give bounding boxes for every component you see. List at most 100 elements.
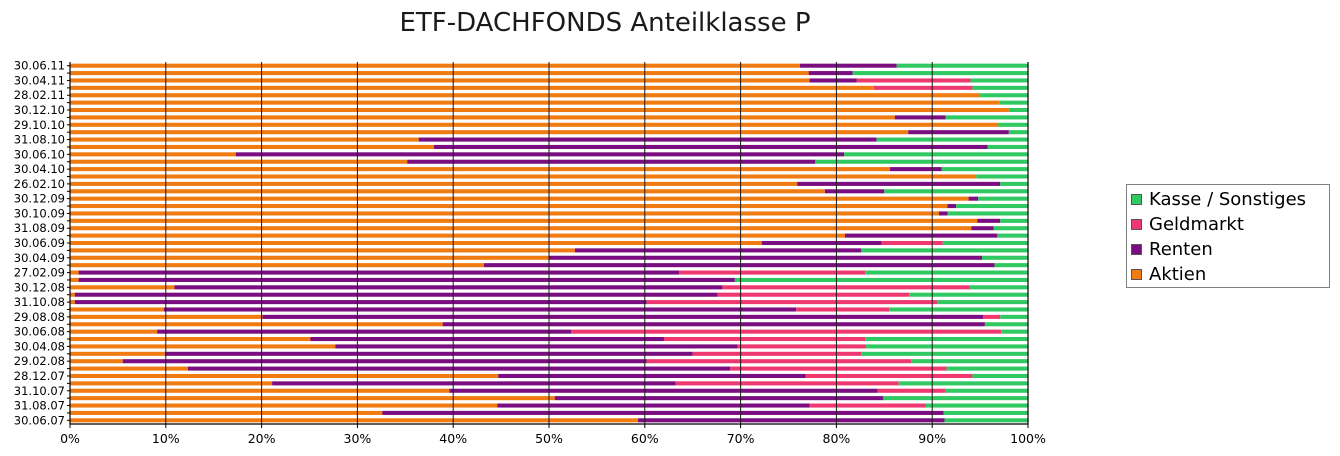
y-tick-label: 31.08.10 <box>14 133 65 147</box>
x-tick-label: 70% <box>727 431 755 446</box>
bar-segment <box>876 137 1028 142</box>
bar-segment <box>679 270 866 275</box>
bar-segment <box>976 174 1028 179</box>
bar-segment <box>894 115 946 120</box>
bar-segment <box>70 351 165 356</box>
bar-segment <box>74 300 647 305</box>
bar-segment <box>70 71 809 76</box>
bar-segment <box>70 137 419 142</box>
bar-segment <box>796 307 890 312</box>
bar-segment <box>925 403 1028 408</box>
y-tick-label: 31.10.08 <box>14 295 65 309</box>
bar-segment <box>70 277 79 282</box>
bar-segment <box>70 115 895 120</box>
bar-segment <box>809 403 926 408</box>
bar-segment <box>941 167 1028 172</box>
bar-segment <box>761 240 882 246</box>
bar-segment <box>1000 181 1028 186</box>
bar-segment <box>78 277 735 282</box>
x-tick-label: 30% <box>344 431 372 446</box>
bar-segment <box>845 233 998 238</box>
bar-segment <box>866 344 1028 349</box>
x-tick-label: 50% <box>535 431 563 446</box>
bar-segment <box>70 167 891 172</box>
y-tick-label: 26.02.10 <box>14 177 65 191</box>
y-tick-label: 27.02.09 <box>14 266 65 280</box>
y-tick-label: 30.06.09 <box>14 236 65 250</box>
bar-segment <box>442 322 985 327</box>
bar-segment <box>70 359 123 364</box>
bar-segment <box>497 403 810 408</box>
chart-title: ETF-DACHFONDS Anteilklasse P <box>399 8 811 38</box>
bar-segment <box>122 359 647 364</box>
bar-segment <box>70 418 639 423</box>
bar-segment <box>938 211 948 216</box>
bar-segment <box>70 85 874 90</box>
bar-segment <box>310 337 664 342</box>
bar-segment <box>956 204 1028 209</box>
bar-segment <box>70 233 846 238</box>
bar-segment <box>70 152 236 157</box>
bar-segment <box>70 144 435 149</box>
x-tick-label: 60% <box>631 431 659 446</box>
y-tick-label: 29.10.10 <box>14 118 65 132</box>
bar-segment <box>272 381 676 386</box>
bar-segment <box>856 78 971 83</box>
bar-segment <box>982 314 1001 319</box>
bar-segment <box>70 174 977 179</box>
bar-segment <box>993 226 1028 231</box>
bar-segment <box>70 240 762 246</box>
bar-segment <box>969 285 1028 290</box>
bar-segment <box>70 292 75 297</box>
bar-segment <box>157 329 572 334</box>
bar-segment <box>70 322 443 327</box>
bar-segment <box>70 337 311 342</box>
bar-segment <box>70 204 948 209</box>
axes-layer <box>67 62 1029 428</box>
bar-segment <box>944 418 1028 423</box>
bar-segment <box>692 351 862 356</box>
bar-segment <box>70 159 408 164</box>
bar-segment <box>730 366 947 371</box>
bar-segment <box>865 270 1028 275</box>
y-tick-label: 28.02.11 <box>14 88 65 102</box>
bar-segment <box>549 255 983 260</box>
bar-segment <box>70 366 188 371</box>
bar-segment <box>865 337 1028 342</box>
bar-segment <box>722 285 970 290</box>
bar-segment <box>70 93 981 98</box>
bar-segment <box>70 63 800 68</box>
legend-label: Geldmarkt <box>1149 214 1244 235</box>
y-tick-label: 30.04.09 <box>14 251 65 265</box>
bar-segment <box>70 263 484 268</box>
bar-segment <box>1000 314 1028 319</box>
bar-segment <box>945 388 1028 393</box>
x-tick-label: 20% <box>248 431 276 446</box>
bar-segment <box>235 152 845 157</box>
bar-segment <box>808 71 853 76</box>
bar-segment <box>70 403 498 408</box>
bar-segment <box>978 196 1028 201</box>
bar-segment <box>972 373 1028 379</box>
legend-item: Renten <box>1131 237 1329 262</box>
bar-segment <box>805 373 973 379</box>
bar-segment <box>70 78 810 83</box>
bar-segment <box>968 196 979 201</box>
bar-segment <box>70 248 575 253</box>
bar-segment <box>909 292 1028 297</box>
bar-segment <box>74 292 718 297</box>
bar-segment <box>942 240 1028 246</box>
y-tick-label: 30.06.11 <box>14 59 65 73</box>
bar-segment <box>70 344 336 349</box>
legend-swatch <box>1131 219 1142 230</box>
bar-segment <box>998 122 1028 127</box>
bar-segment <box>70 107 1009 113</box>
bar-segment <box>70 100 1000 105</box>
bar-segment <box>946 366 1028 371</box>
bar-segment <box>1008 130 1028 135</box>
bar-segment <box>262 314 983 319</box>
bar-segment <box>815 159 1028 164</box>
bar-segment <box>70 410 383 415</box>
y-tick-label: 30.12.09 <box>14 192 65 206</box>
